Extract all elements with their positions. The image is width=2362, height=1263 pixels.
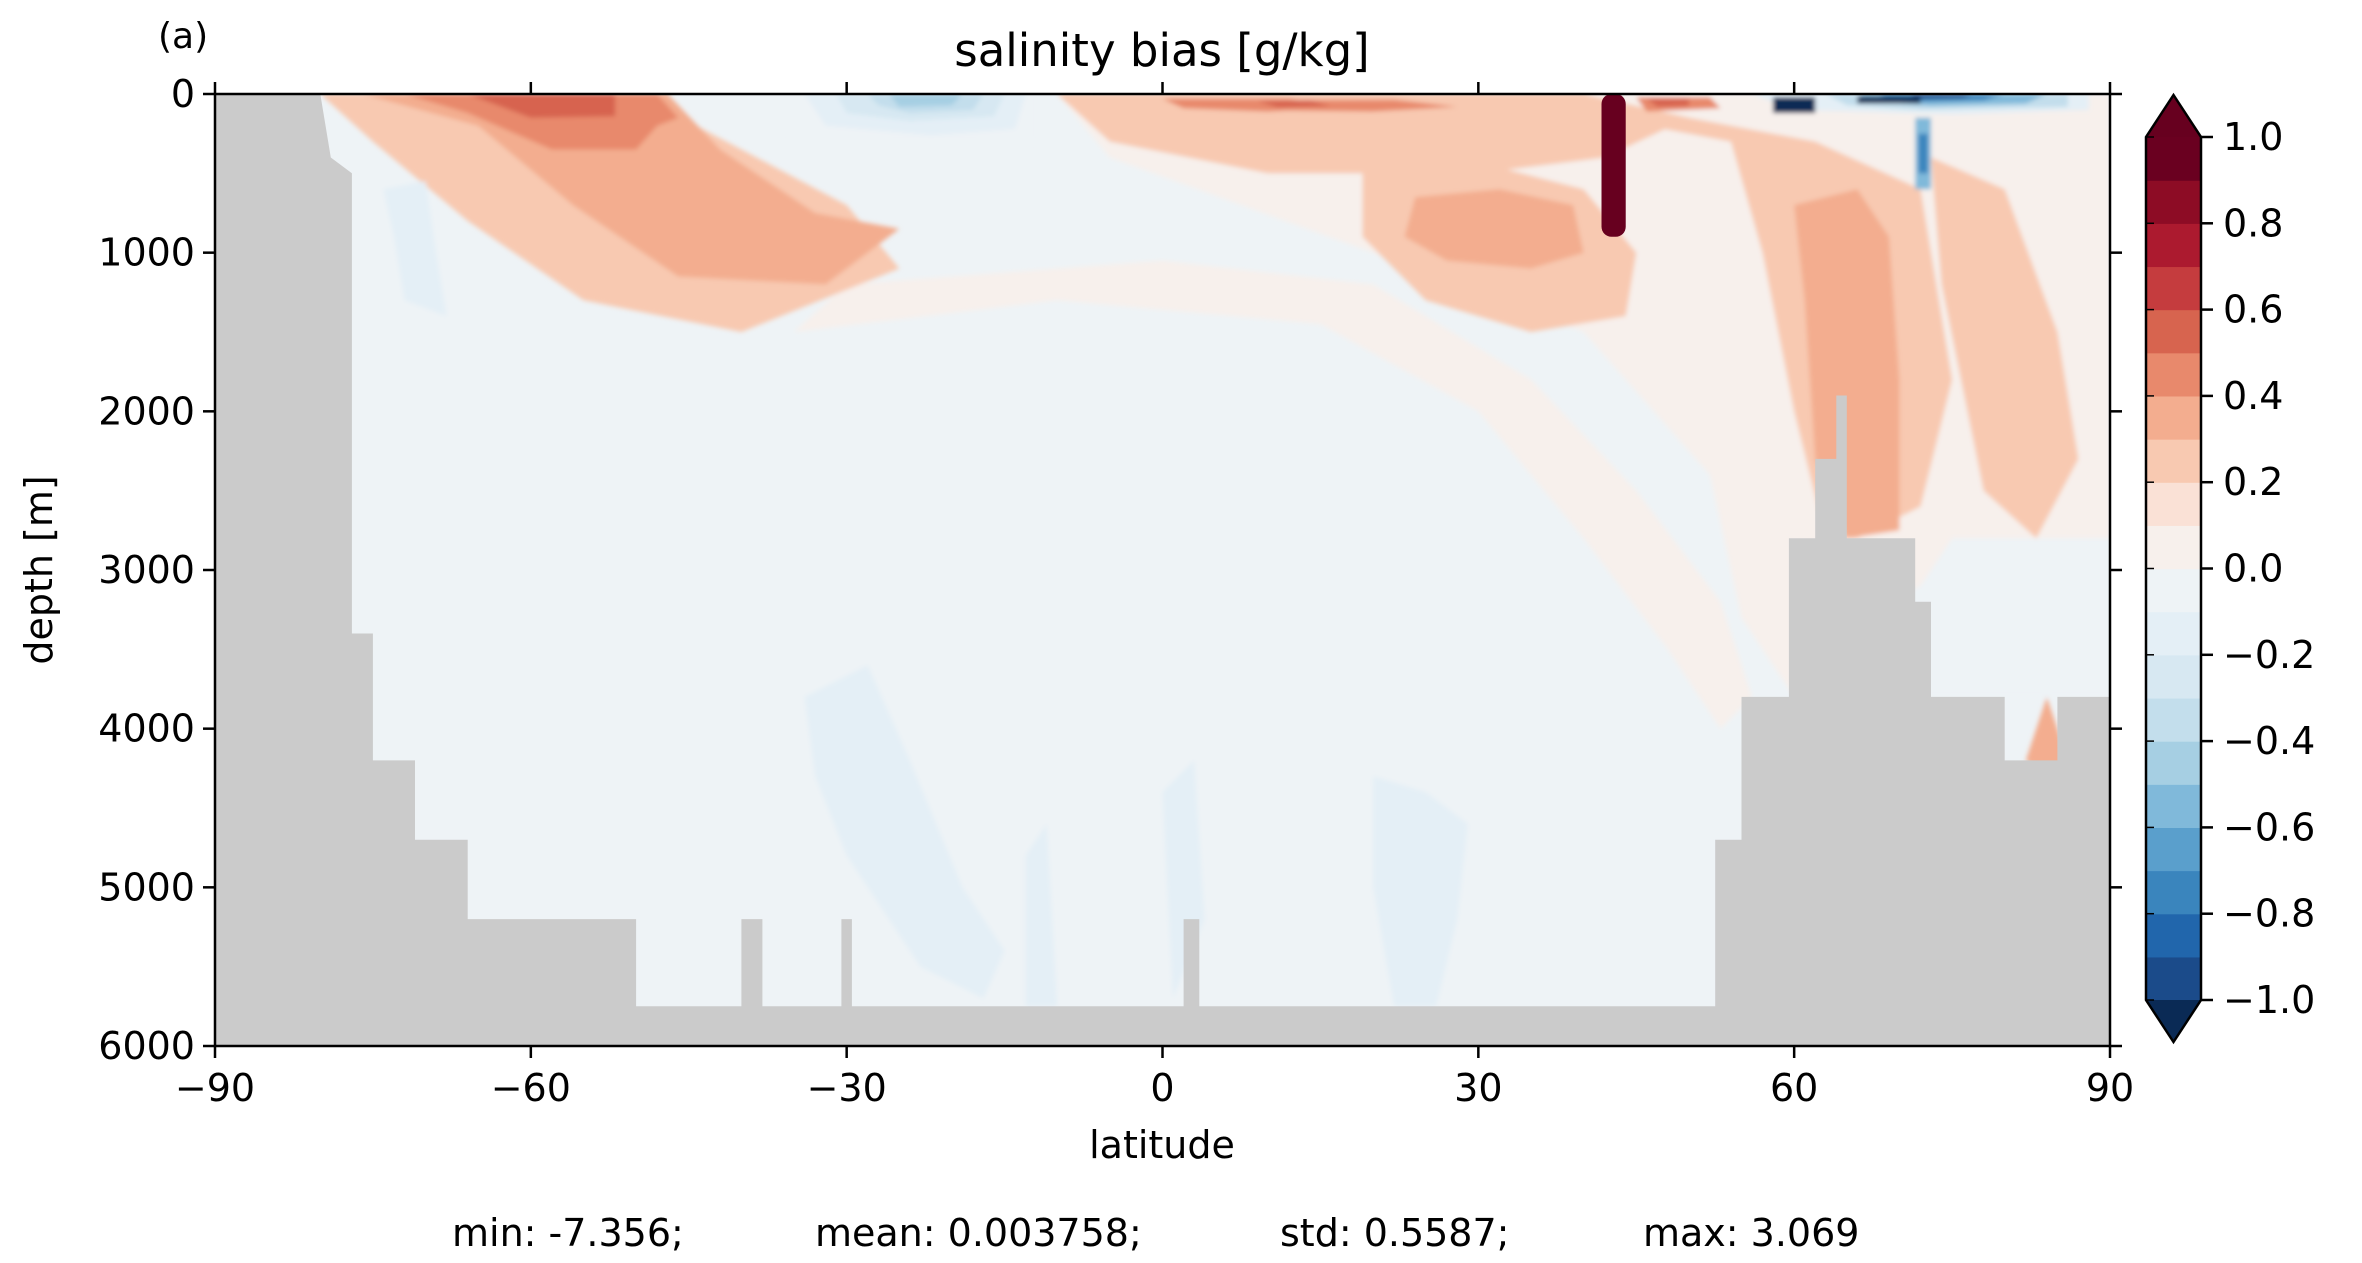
bias-patch [1025, 823, 1058, 1007]
bias-patch [804, 665, 1005, 999]
colorbar-segment [2146, 137, 2201, 181]
colorbar-tick-label: 1.0 [2223, 115, 2283, 159]
colorbar-segment [2146, 482, 2201, 526]
x-tick-label: −90 [175, 1066, 255, 1110]
colorbar-tick-label: −0.6 [2223, 805, 2315, 849]
y-tick-label: 3000 [98, 548, 195, 592]
y-axis: 0 1000 2000 3000 4000 5000 6000 [98, 72, 2122, 1068]
bias-patch [1057, 94, 1689, 174]
colorbar-tick-label: −0.4 [2223, 719, 2315, 763]
bias-patch [1857, 96, 1921, 104]
colorbar-segment [2146, 352, 2201, 397]
stat-std: std: 0.5587; [1280, 1211, 1509, 1255]
x-axis: −90 −60 −30 0 30 60 90 [175, 82, 2134, 1110]
bias-patch [1918, 133, 1928, 174]
bias-patch [2025, 696, 2068, 777]
bias-patch [383, 181, 447, 317]
y-tick-label: 4000 [98, 707, 195, 751]
x-tick-label: 30 [1454, 1066, 1502, 1110]
colorbar-segment [2146, 654, 2201, 699]
y-tick-label: 5000 [98, 865, 195, 909]
stat-mean: mean: 0.003758; [815, 1211, 1142, 1255]
bias-patch [1773, 97, 1816, 113]
bias-patch [1646, 98, 1689, 107]
panel-label: (a) [158, 16, 208, 57]
colorbar-segment [2146, 827, 2201, 872]
y-tick-label: 2000 [98, 389, 195, 433]
y-tick-label: 1000 [98, 231, 195, 275]
colorbar-segment [2146, 870, 2201, 915]
bias-patch [794, 260, 1753, 729]
bias-patch [1257, 100, 1331, 108]
colorbar-segment [2146, 741, 2201, 785]
colorbar-extend-min [2146, 1000, 2201, 1042]
colorbar-tick-label: −0.8 [2223, 892, 2315, 936]
x-axis-label: latitude [1089, 1123, 1235, 1167]
colorbar-segment [2146, 525, 2201, 570]
bias-patch [1404, 189, 1584, 269]
bias-patch [1931, 157, 2079, 539]
colorbar-tick-label: 0.2 [2223, 460, 2283, 504]
colorbar-segment [2146, 611, 2201, 656]
bias-patch [1794, 189, 1900, 539]
bias-patch [888, 94, 963, 107]
bias-patch [1373, 776, 1468, 1007]
plot-area [215, 94, 2110, 1046]
x-tick-label: 0 [1150, 1066, 1174, 1110]
bias-patch [320, 94, 2110, 697]
colorbar-tick-label: −0.2 [2223, 633, 2315, 677]
colorbar-segment [2146, 913, 2201, 958]
x-tick-label: 60 [1770, 1066, 1818, 1110]
x-tick-label: −60 [491, 1066, 571, 1110]
colorbar-segment [2146, 395, 2201, 440]
chart-title: salinity bias [g/kg] [954, 24, 1369, 77]
colorbar-segment [2146, 784, 2201, 828]
y-tick-label: 6000 [98, 1024, 195, 1068]
colorbar-tick-label: 0.8 [2223, 201, 2283, 245]
colorbar: −1.0 −0.8 −0.6 −0.4 −0.2 0.0 0.2 0.4 0.6 0.8 1.0 [2144, 92, 2315, 1045]
mediterranean-plume [1601, 94, 1626, 237]
colorbar-segment [2146, 180, 2201, 224]
colorbar-tick-label: 0.4 [2223, 374, 2283, 418]
stat-max: max: 3.069 [1643, 1211, 1859, 1255]
bias-patch [467, 94, 616, 118]
colorbar-segment [2146, 223, 2201, 268]
x-tick-label: −30 [807, 1066, 887, 1110]
colorbar-tick-label: 0.6 [2223, 288, 2283, 332]
colorbar-tick-label: −1.0 [2223, 978, 2315, 1022]
y-axis-label: depth [m] [17, 475, 61, 664]
colorbar-segment [2146, 956, 2201, 1001]
bias-patch [362, 94, 900, 285]
x-tick-label: 90 [2086, 1066, 2134, 1110]
colorbar-segment [2146, 309, 2201, 354]
y-tick-label: 0 [171, 72, 195, 116]
colorbar-segment [2146, 697, 2201, 742]
land-mask [215, 94, 2110, 1046]
colorbar-extend-max [2146, 95, 2201, 137]
stat-min: min: -7.356; [452, 1211, 684, 1255]
colorbar-segment [2146, 266, 2201, 311]
colorbar-segment [2146, 439, 2201, 483]
colorbar-segment [2146, 568, 2201, 613]
colorbar-tick-label: 0.0 [2223, 547, 2283, 591]
